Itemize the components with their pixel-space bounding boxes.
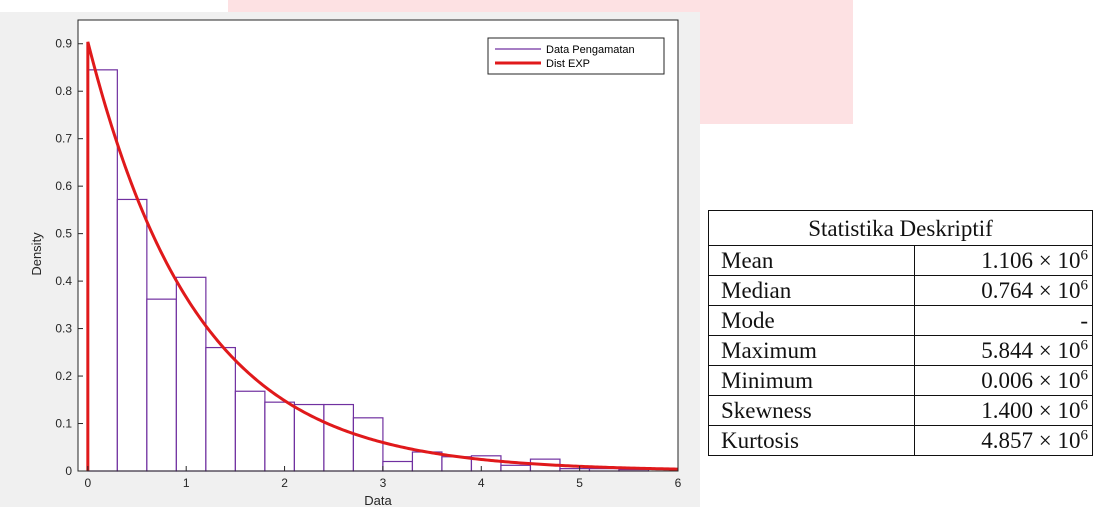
y-tick-label: 0.3: [55, 322, 72, 336]
legend-label-dist-exp: Dist EXP: [546, 58, 590, 70]
x-tick-label: 6: [675, 476, 682, 490]
stat-value-exponent: 6: [1080, 427, 1089, 444]
histogram-bar: [146, 298, 177, 472]
histogram-bar: [382, 460, 414, 472]
stat-value-exponent: 6: [1080, 337, 1089, 354]
stat-value-cell: 1.400 × 106: [914, 395, 1093, 426]
x-tick-label: 1: [183, 476, 190, 490]
histogram-bar: [116, 198, 148, 472]
stat-value-exponent: 6: [1080, 367, 1089, 384]
chart-panel: 0 1 2 3 4 5 6 0 0.1 0.2 0.3 0.4 0.5 0.6 0.7 0.8 0.9 Dat…: [0, 12, 700, 507]
x-tick-label: 4: [478, 476, 485, 490]
y-tick-label: 0.2: [55, 369, 72, 383]
x-tick-label: 3: [380, 476, 387, 490]
stat-value-mantissa: 0.764 × 10: [981, 278, 1081, 303]
stat-value-cell: 0.764 × 106: [914, 275, 1093, 306]
table-row: Skewness 1.400 × 106: [708, 395, 1093, 426]
stat-name-cell: Median: [708, 275, 915, 306]
stat-value-cell: -: [914, 305, 1093, 336]
stat-value-exponent: 6: [1080, 277, 1089, 294]
stat-name-cell: Kurtosis: [708, 425, 915, 456]
y-tick-label: 0.8: [55, 84, 72, 98]
stat-value-cell: 4.857 × 106: [914, 425, 1093, 456]
y-tick-label: 0.6: [55, 179, 72, 193]
stat-value-cell: 5.844 × 106: [914, 335, 1093, 366]
stat-name-cell: Mean: [708, 245, 915, 276]
stat-value-mantissa: 4.857 × 10: [981, 428, 1081, 453]
density-chart: 0 1 2 3 4 5 6 0 0.1 0.2 0.3 0.4 0.5 0.6 0.7 0.8 0.9 Dat…: [29, 19, 682, 507]
stat-value-mantissa: -: [1080, 308, 1088, 333]
y-axis-title: Density: [29, 232, 44, 276]
y-tick-label: 0.9: [55, 37, 72, 51]
x-tick-label: 2: [281, 476, 288, 490]
stat-value-mantissa: 1.400 × 10: [981, 398, 1081, 423]
table-row: Mode -: [708, 305, 1093, 336]
stat-value-mantissa: 0.006 × 10: [981, 368, 1081, 393]
stat-value-cell: 1.106 × 106: [914, 245, 1093, 276]
plot-frame: [77, 19, 679, 472]
legend-label-data-pengamatan: Data Pengamatan: [546, 44, 635, 56]
histogram-bar: [500, 464, 532, 472]
y-tick-label: 0: [65, 464, 72, 478]
histogram-bar: [264, 401, 295, 472]
table-row: Median 0.764 × 106: [708, 275, 1093, 306]
stat-value-exponent: 6: [1080, 397, 1089, 414]
histogram-bar: [234, 390, 266, 472]
stat-name-cell: Mode: [708, 305, 915, 336]
stat-value-exponent: 6: [1080, 247, 1089, 264]
stat-name-cell: Minimum: [708, 365, 915, 396]
legend-box: [487, 37, 665, 75]
stat-value-mantissa: 1.106 × 10: [981, 248, 1081, 273]
x-tick-label: 5: [576, 476, 583, 490]
descriptive-statistics-table: Statistika Deskriptif Mean 1.106 × 106 Med…: [708, 210, 1093, 456]
histogram-bar: [323, 403, 355, 472]
legend: Data Pengamatan Dist EXP: [487, 37, 665, 75]
x-tick-label: 0: [84, 476, 91, 490]
stat-value-mantissa: 5.844 × 10: [981, 338, 1081, 363]
stat-name-cell: Skewness: [708, 395, 915, 426]
y-tick-label: 0.7: [55, 132, 72, 146]
stat-value-cell: 0.006 × 106: [914, 365, 1093, 396]
histogram-bar: [352, 417, 384, 472]
y-tick-label: 0.5: [55, 227, 72, 241]
x-axis-title: Data: [364, 493, 392, 507]
table-header-row: Statistika Deskriptif: [708, 210, 1093, 246]
histogram-bar: [205, 346, 236, 472]
stat-name-cell: Maximum: [708, 335, 915, 366]
table-row: Kurtosis 4.857 × 106: [708, 425, 1093, 456]
table-row: Maximum 5.844 × 106: [708, 335, 1093, 366]
y-tick-label: 0.4: [55, 274, 72, 288]
table-title: Statistika Deskriptif: [708, 210, 1093, 246]
table-row: Minimum 0.006 × 106: [708, 365, 1093, 396]
table-row: Mean 1.106 × 106: [708, 245, 1093, 276]
y-tick-label: 0.1: [55, 417, 72, 431]
